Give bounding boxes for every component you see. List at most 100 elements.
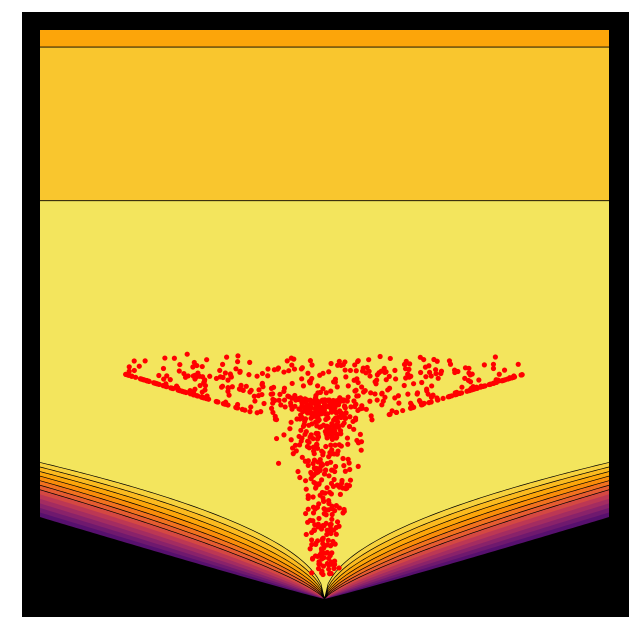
scatter-point [281, 397, 288, 403]
scatter-point [323, 390, 329, 396]
scatter-point [339, 422, 346, 428]
scatter-point [359, 384, 365, 390]
scatter-point [265, 366, 271, 372]
scatter-point [299, 365, 305, 371]
scatter-point [299, 397, 306, 403]
scatter-point [341, 415, 348, 421]
scatter-point [328, 388, 334, 394]
scatter-point [126, 364, 132, 370]
scatter-point [402, 361, 408, 367]
scatter-point [328, 442, 334, 448]
scatter-point [261, 400, 267, 407]
scatter-point [351, 377, 357, 383]
scatter-point [325, 537, 331, 543]
scatter-point [162, 355, 168, 361]
scatter-point [340, 362, 346, 368]
scatter-point [393, 409, 400, 415]
scatter-point [305, 493, 311, 499]
scatter-point [490, 380, 496, 386]
scatter-point [215, 399, 221, 405]
scatter-point [345, 394, 351, 400]
scatter-point [387, 411, 393, 417]
scatter-point [326, 369, 332, 375]
scatter-point [312, 522, 318, 528]
scatter-point [386, 385, 393, 391]
scatter-point [358, 447, 364, 453]
scatter-point [317, 551, 324, 557]
scatter-point [426, 369, 433, 375]
scatter-point [328, 406, 335, 412]
scatter-point [233, 366, 239, 372]
scatter-point [314, 423, 320, 429]
scatter-point [321, 471, 328, 477]
scatter-point [406, 366, 412, 372]
scatter-point [190, 364, 196, 370]
funnel-contour-line-6 [40, 489, 609, 599]
scatter-point [328, 530, 334, 537]
scatter-point [303, 510, 309, 517]
scatter-point [306, 445, 312, 451]
scatter-point [289, 380, 295, 387]
scatter-point [323, 520, 329, 527]
scatter-point [219, 383, 226, 389]
scatter-point [284, 358, 290, 364]
scatter-point [295, 395, 302, 402]
scatter-point [435, 375, 441, 381]
scatter-point [336, 358, 342, 364]
scatter-point [490, 365, 497, 372]
scatter-point [235, 359, 241, 365]
scatter-point [383, 377, 389, 383]
scatter-point [447, 361, 454, 367]
scatter-point [329, 436, 335, 442]
scatter-point [227, 371, 233, 377]
scatter-point [247, 409, 253, 415]
scatter-point [347, 477, 354, 483]
scatter-point [271, 367, 277, 373]
scatter-point [286, 368, 292, 374]
scatter-point [136, 363, 142, 369]
scatter-point [466, 365, 472, 371]
scatter-point [501, 367, 508, 373]
scatter-point [292, 392, 298, 399]
scatter-point [316, 524, 323, 530]
scatter-point [207, 373, 213, 379]
contour-fill-level-upper-top [40, 47, 609, 201]
scatter-point [482, 383, 488, 389]
scatter-point [312, 506, 318, 512]
scatter-point [405, 391, 411, 397]
scatter-point [347, 367, 354, 374]
scatter-point [302, 418, 308, 424]
scatter-point [281, 369, 287, 375]
scatter-point [185, 373, 191, 379]
scatter-point [408, 405, 414, 411]
scatter-point [333, 409, 339, 415]
scatter-point [324, 411, 331, 417]
scatter-point [251, 393, 257, 399]
scatter-point [355, 440, 362, 446]
scatter-point [259, 370, 266, 377]
scatter-point [355, 393, 361, 399]
scatter-point [270, 400, 276, 406]
scatter-point [325, 507, 331, 513]
scatter-point [328, 570, 334, 577]
scatter-point [329, 550, 335, 556]
scatter-point [308, 476, 314, 482]
scatter-point [341, 397, 347, 403]
scatter-point [305, 506, 311, 512]
scatter-point [288, 402, 294, 409]
scatter-point [335, 424, 342, 430]
scatter-point [331, 417, 337, 423]
scatter-point [310, 510, 317, 516]
scatter-point [340, 455, 346, 462]
scatter-point [495, 377, 501, 383]
scatter-point [276, 397, 282, 403]
scatter-point [418, 369, 424, 376]
scatter-point [320, 495, 326, 501]
scatter-point [194, 393, 200, 399]
scatter-point [405, 371, 411, 377]
scatter-point [351, 398, 357, 404]
scatter-point [410, 381, 417, 387]
scatter-point [345, 441, 351, 447]
scatter-point [176, 368, 182, 374]
scatter-point [225, 402, 231, 408]
